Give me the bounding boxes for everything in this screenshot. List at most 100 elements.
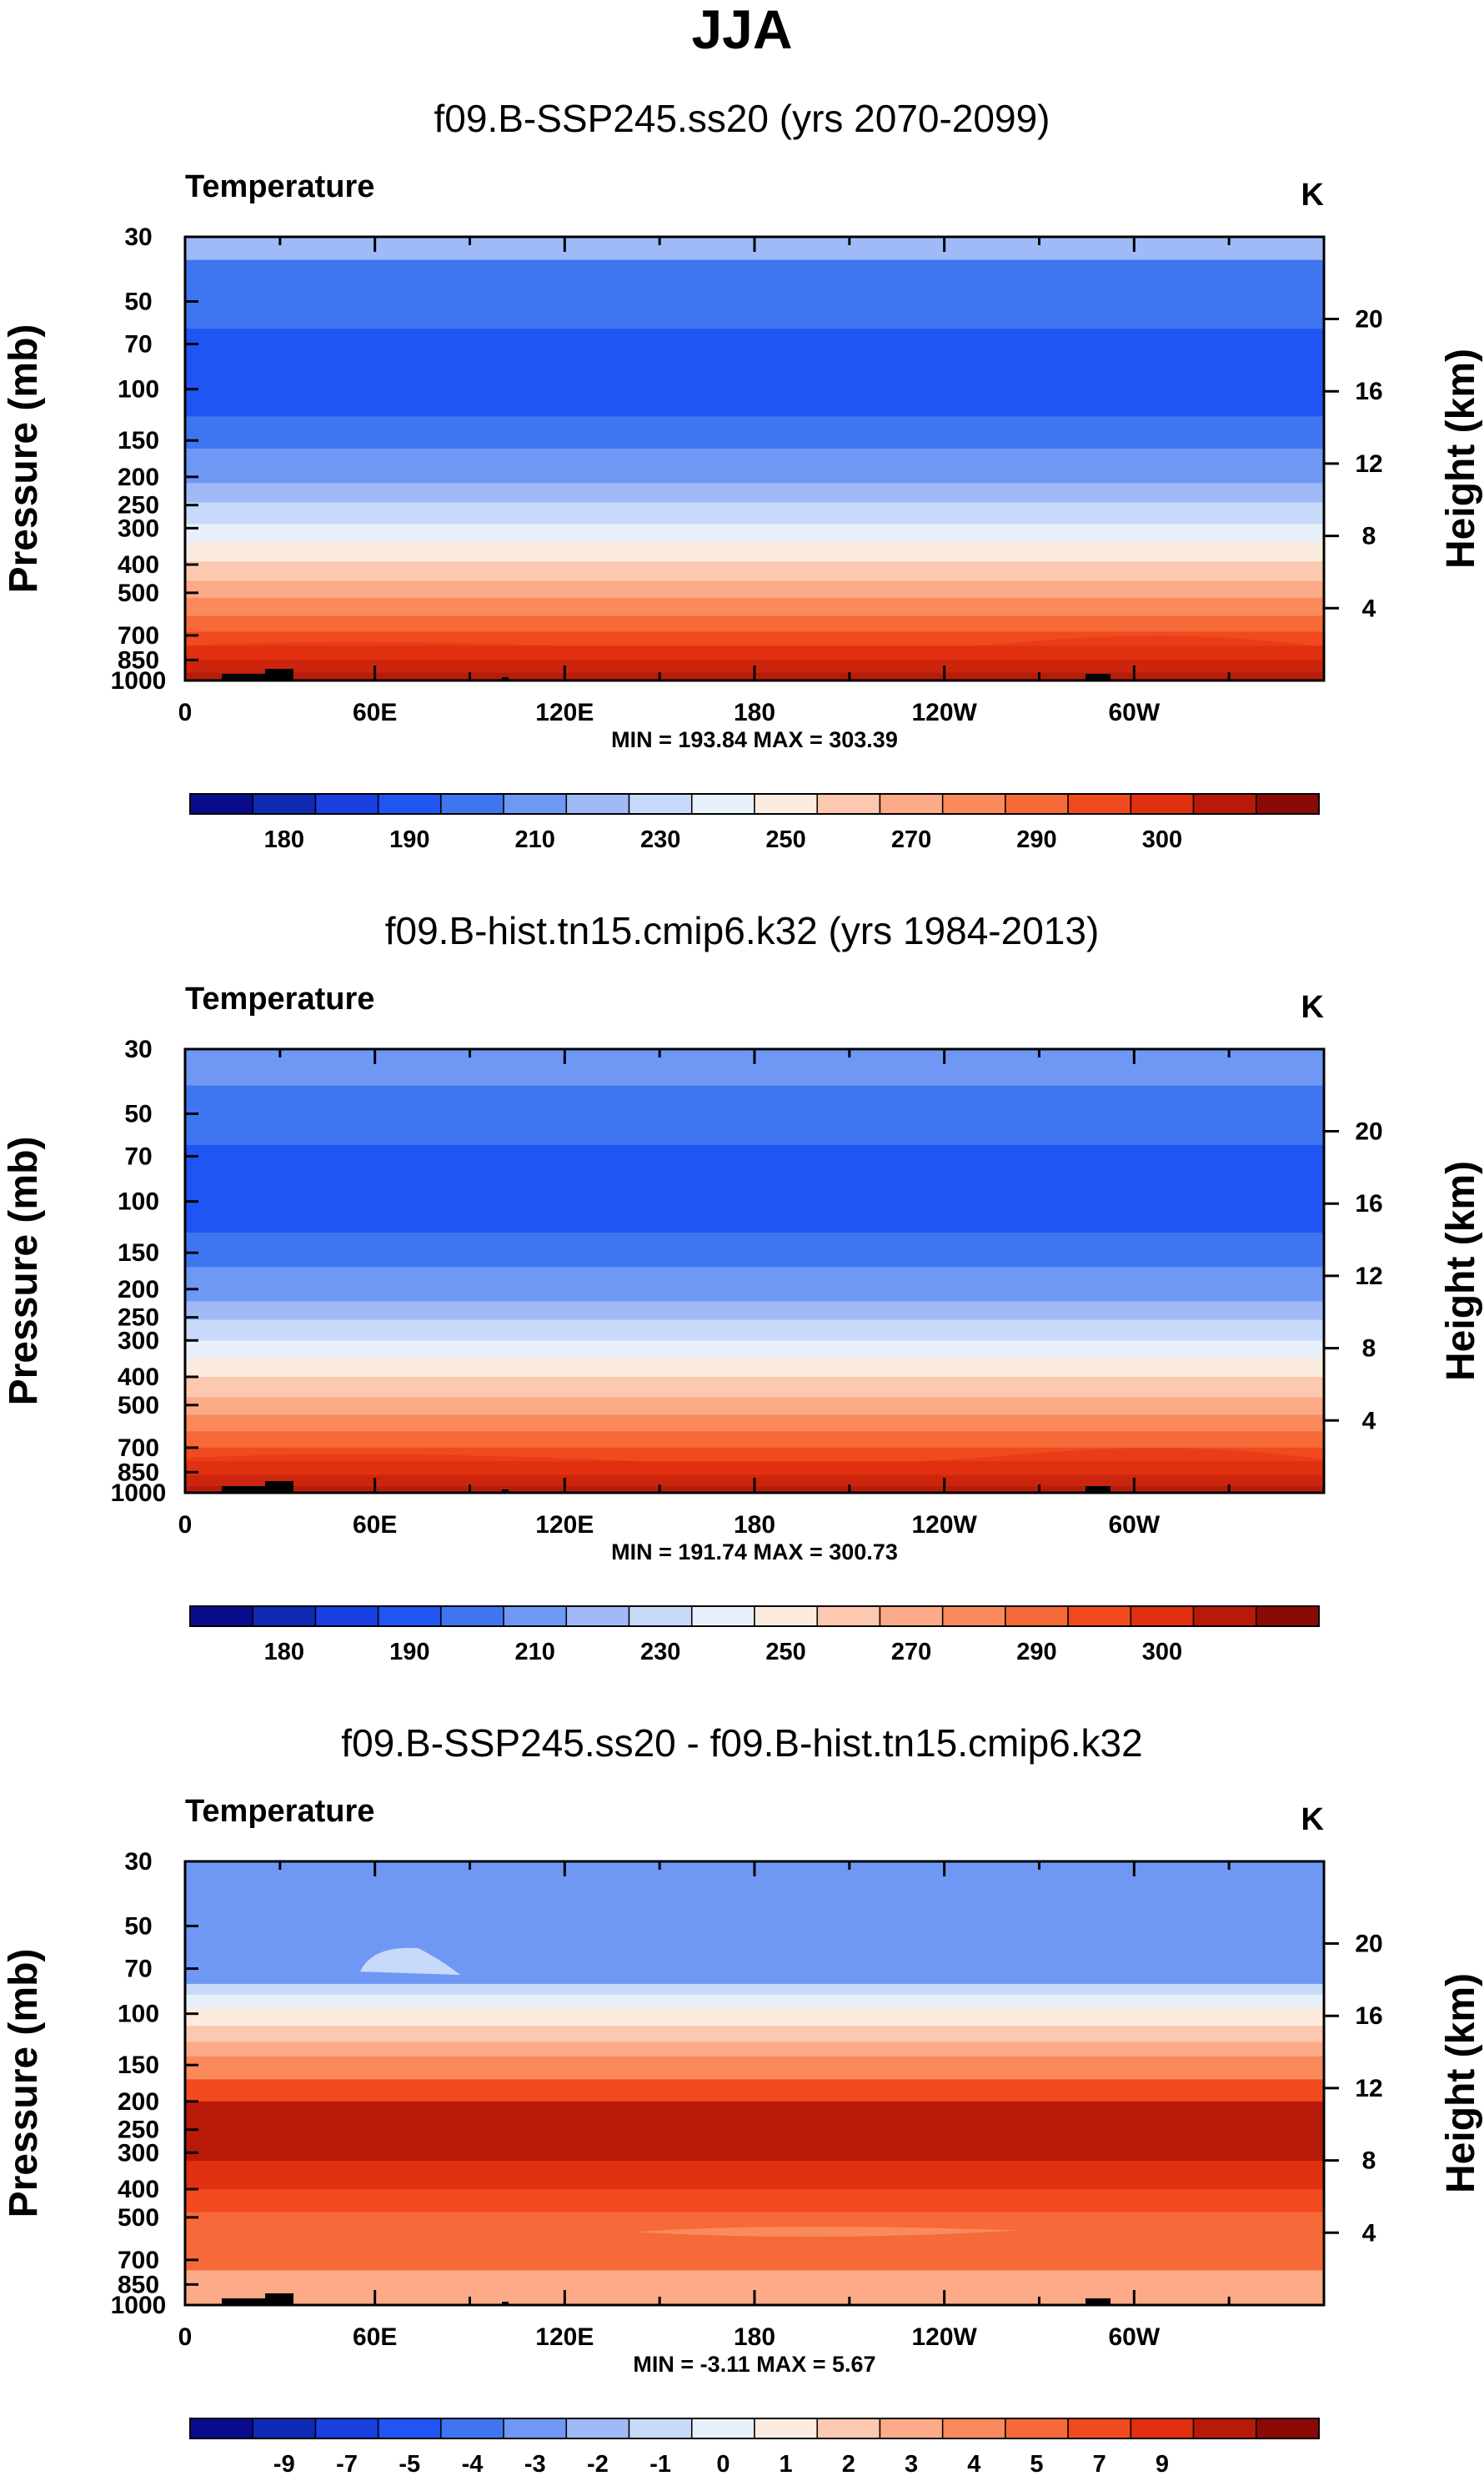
height-tick-label: 16 [1355,2002,1382,2030]
colorbar-box [691,2418,755,2439]
y-axis-label: Pressure (mb) [2,1949,46,2218]
contour-band [185,2101,1324,2162]
units-label: K [1301,990,1325,1025]
colorbar-box [1130,1605,1195,1627]
colorbar-box [1067,793,1132,815]
pressure-tick-label: 300 [118,1327,159,1354]
pressure-tick-label: 70 [124,331,152,359]
contour-band [185,2188,1324,2213]
colorbar-label: 0 [716,2451,729,2478]
variable-label: Temperature [185,169,374,204]
height-tick-label: 20 [1355,306,1382,334]
colorbar-label: -7 [336,2451,358,2478]
x-tick-label: 0 [178,1511,193,1539]
pressure-tick-label: 50 [124,289,152,316]
colorbar-label: -9 [273,2451,295,2478]
colorbar-box [1005,1605,1069,1627]
contour-band [185,1448,1324,1493]
units-label: K [1301,1802,1325,1837]
x-tick-label: 120E [535,1511,594,1539]
colorbar-box [377,2418,442,2439]
x-tick-label: 0 [178,699,193,726]
pressure-tick-label: 250 [118,2117,159,2144]
colorbar-label: 9 [1156,2451,1169,2478]
x-tick-label: 60W [1108,2323,1160,2351]
min-max-label: MIN = 191.74 MAX = 300.73 [611,1539,898,1564]
colorbar-box [1256,793,1320,815]
colorbar-box [754,793,818,815]
colorbar-box [314,793,379,815]
colorbar-box [628,793,693,815]
contour-band [185,259,1324,329]
pressure-tick-label: 150 [118,1239,159,1267]
contour-band [185,1376,1324,1399]
contour-band [185,2161,1324,2190]
height-tick-label: 8 [1362,2147,1376,2175]
pressure-tick-label: 500 [118,580,159,607]
contour-band [635,2226,1019,2237]
colorbar-label: 270 [891,1639,931,1665]
colorbar-box [816,1605,881,1627]
pressure-tick-label: 150 [118,2052,159,2079]
contour-band [185,561,1324,582]
colorbar-box [879,2418,944,2439]
colorbar-label: 250 [765,826,805,853]
contour-band [185,1144,1324,1233]
colorbar-box [314,1605,379,1627]
colorbar-box [377,1605,442,1627]
colorbar-box [691,793,755,815]
variable-label: Temperature [185,982,374,1017]
colorbar-box [565,793,630,815]
x-tick-label: 60E [353,1511,397,1539]
y-axis-label-right: Height (km) [1439,1973,1483,2193]
terrain-block [222,674,272,681]
x-tick-label: 60W [1108,699,1160,726]
contour-band [185,2212,1324,2271]
panel-1: f09.B-SSP245.ss20 (yrs 2070-2099) Tempera… [2,97,1483,853]
pressure-tick-label: 30 [124,223,152,251]
contour-band [185,483,1324,504]
contour-band [185,1340,1324,1359]
pressure-tick-label: 400 [118,1364,159,1391]
height-tick-label: 4 [1362,2219,1376,2247]
colorbar-frame [189,1605,1320,1627]
height-tick-label: 4 [1362,595,1376,622]
pressure-tick-label: 200 [118,464,159,491]
terrain-block [222,2298,272,2305]
height-tick-label: 20 [1355,1931,1382,1958]
colorbar-box [628,1605,693,1627]
pressure-tick-label: 400 [118,551,159,579]
colorbar-box [754,2418,818,2439]
pressure-tick-label: 70 [124,1143,152,1171]
pressure-tick-label: 700 [118,622,159,650]
colorbar-box [1130,793,1195,815]
panel-2: f09.B-hist.tn15.cmip6.k32 (yrs 1984-2013… [2,909,1483,1665]
pressure-tick-label: 700 [118,2247,159,2274]
colorbar-box [1192,793,1257,815]
colorbar-box [1005,793,1069,815]
colorbar-label: 7 [1093,2451,1106,2478]
contour-band [185,448,1324,484]
pressure-tick-label: 200 [118,2088,159,2116]
colorbar-label: 230 [640,826,680,853]
x-tick-label: 60E [353,699,397,726]
colorbar-label: -2 [587,2451,609,2478]
colorbar-box [565,2418,630,2439]
colorbar-label: -5 [399,2451,420,2478]
colorbar-box [1005,2418,1069,2439]
pressure-tick-label: 500 [118,2204,159,2232]
colorbar-box [503,1605,568,1627]
height-tick-label: 12 [1355,2075,1382,2102]
contour-band [185,2056,1324,2080]
contour-band [185,2026,1324,2043]
colorbar-label: 2 [842,2451,855,2478]
colorbar-frame [189,2418,1320,2439]
panel-3: f09.B-SSP245.ss20 - f09.B-hist.tn15.cmip… [2,1721,1483,2478]
colorbar-label: 180 [264,826,304,853]
units-label: K [1301,178,1325,213]
terrain-block [502,1489,509,1493]
colorbar-box [189,1605,253,1627]
pressure-tick-label: 850 [118,646,159,674]
colorbar-label: 290 [1016,826,1056,853]
colorbar-box [1192,2418,1257,2439]
